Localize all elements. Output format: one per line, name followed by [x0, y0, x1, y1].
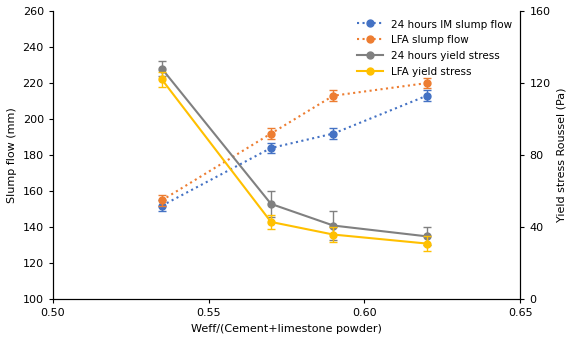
- 24 hours IM slump flow: [268, 146, 274, 150]
- LFA yield stress: [268, 220, 274, 224]
- LFA yield stress: [330, 233, 337, 237]
- Legend: 24 hours IM slump flow, LFA slump flow, 24 hours yield stress, LFA yield stress: 24 hours IM slump flow, LFA slump flow, …: [354, 16, 515, 80]
- LFA yield stress: [423, 241, 430, 246]
- LFA slump flow: [330, 94, 337, 98]
- 24 hours IM slump flow: [330, 132, 337, 136]
- 24 hours IM slump flow: [423, 94, 430, 98]
- LFA slump flow: [268, 132, 274, 136]
- Line: 24 hours IM slump flow: 24 hours IM slump flow: [158, 92, 430, 209]
- X-axis label: Weff/(Cement+limestone powder): Weff/(Cement+limestone powder): [191, 324, 382, 334]
- Line: 24 hours yield stress: 24 hours yield stress: [158, 65, 430, 240]
- Y-axis label: Yield stress Roussel (Pa): Yield stress Roussel (Pa): [556, 88, 566, 222]
- Line: LFA yield stress: LFA yield stress: [158, 76, 430, 247]
- 24 hours yield stress: [159, 66, 166, 71]
- LFA yield stress: [159, 77, 166, 81]
- LFA slump flow: [159, 198, 166, 202]
- LFA slump flow: [423, 81, 430, 85]
- 24 hours yield stress: [268, 202, 274, 206]
- 24 hours IM slump flow: [159, 204, 166, 208]
- Y-axis label: Slump flow (mm): Slump flow (mm): [7, 107, 17, 203]
- Line: LFA slump flow: LFA slump flow: [158, 79, 430, 204]
- 24 hours yield stress: [423, 234, 430, 238]
- 24 hours yield stress: [330, 223, 337, 227]
